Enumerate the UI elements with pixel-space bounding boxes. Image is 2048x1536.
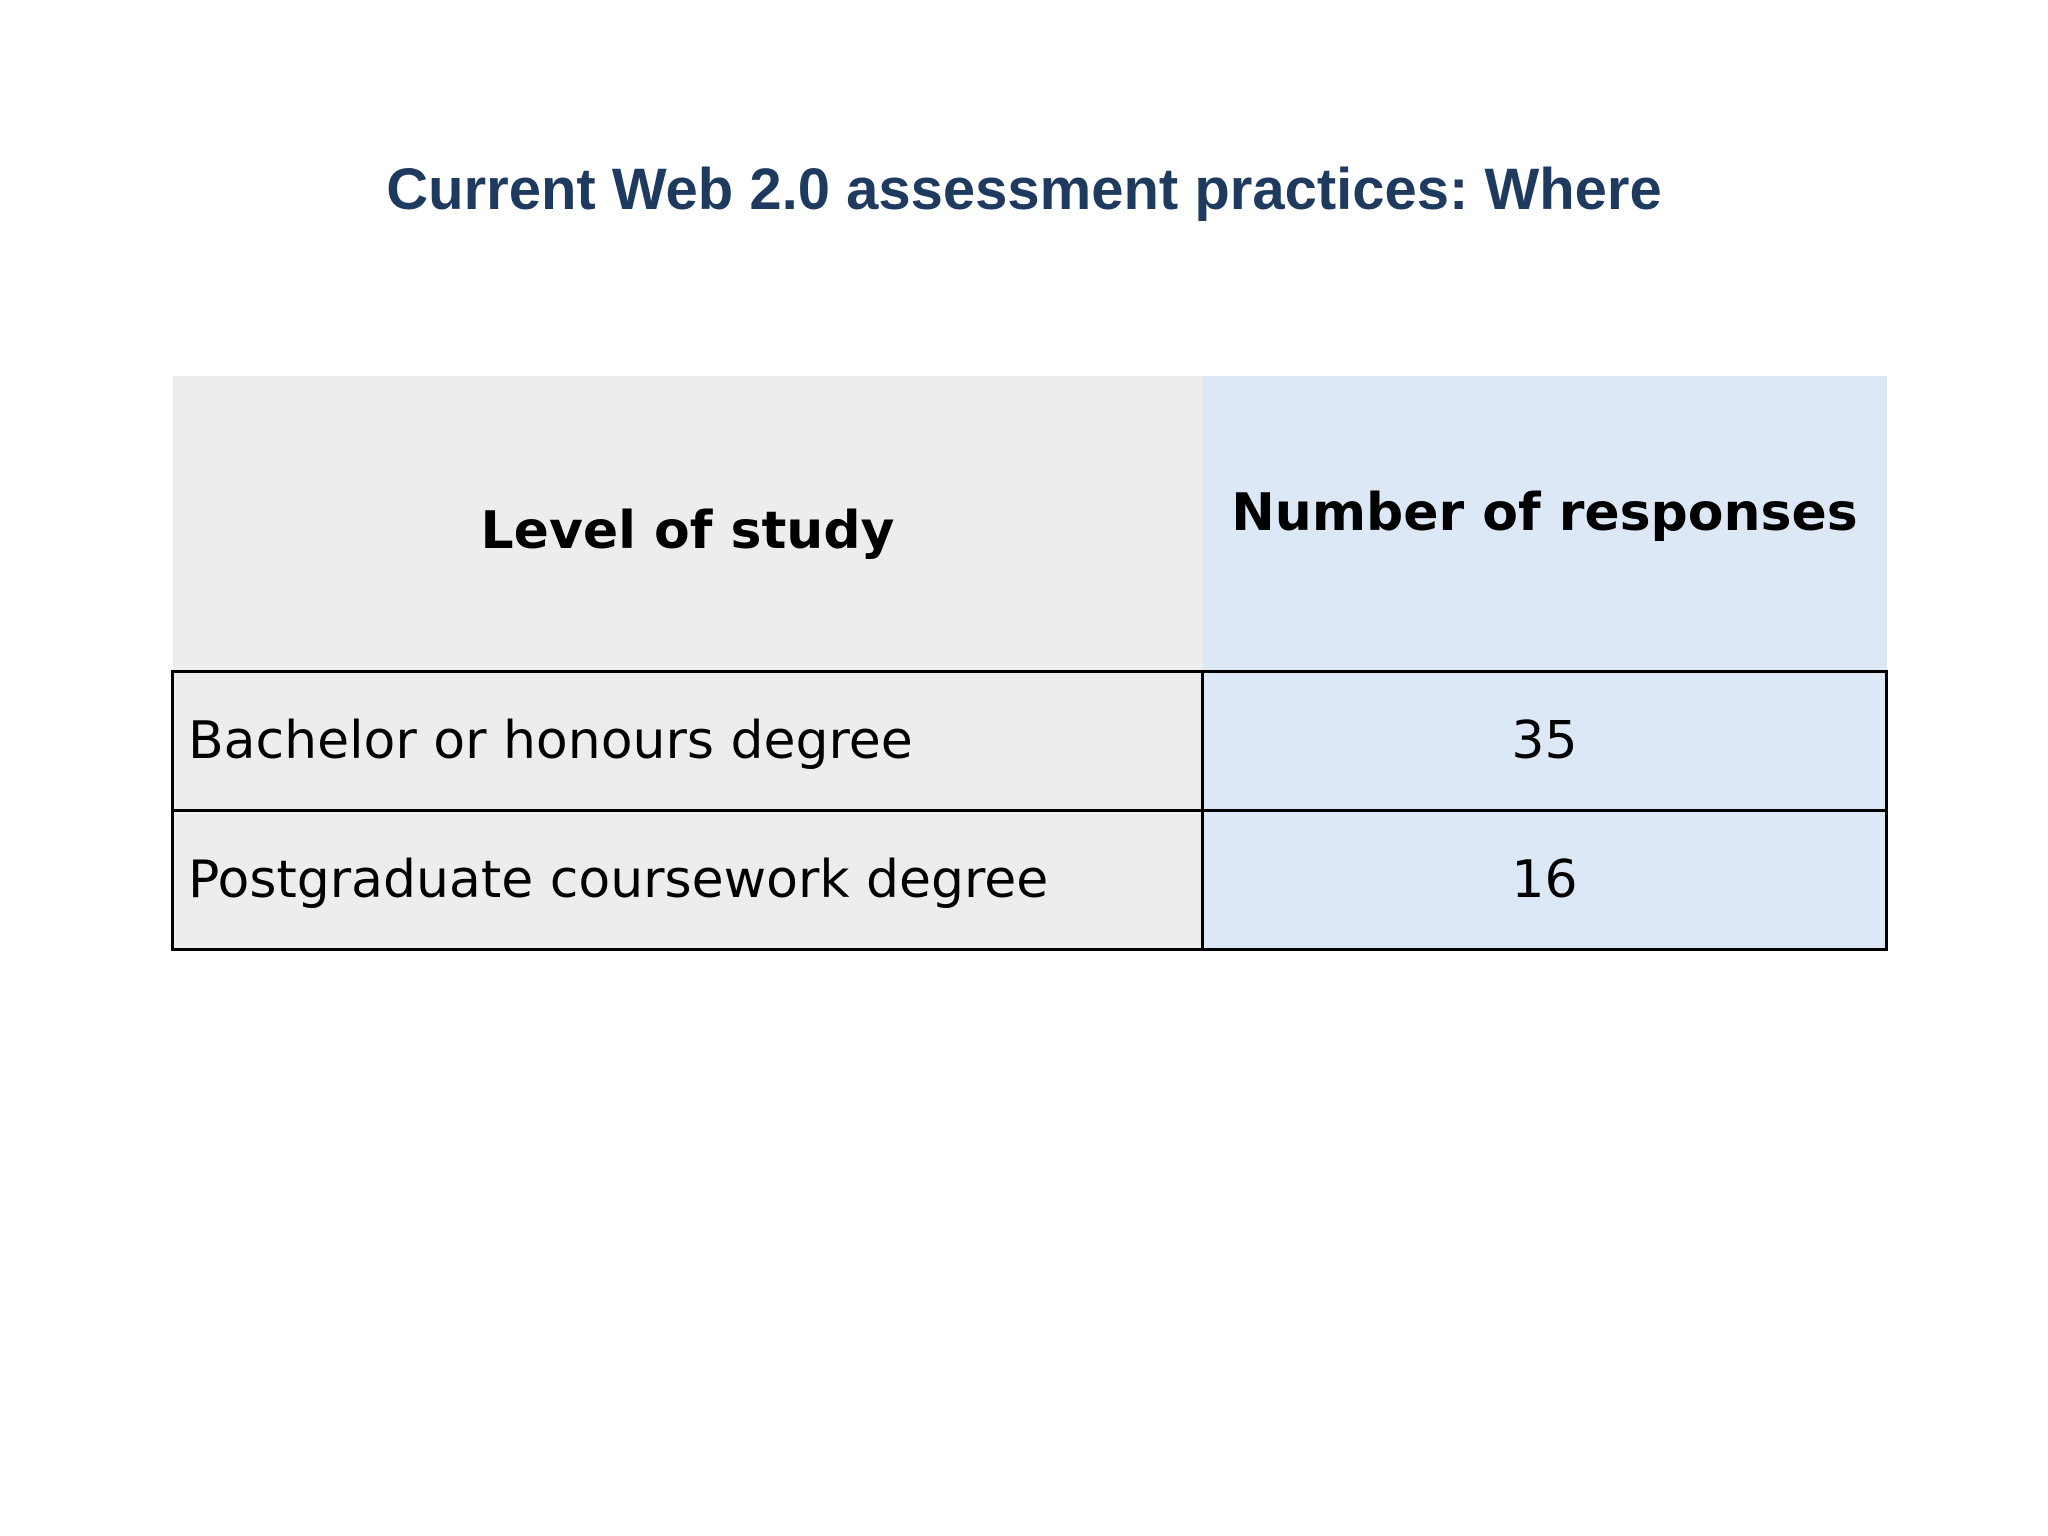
header-number-of-responses: Number of responses: [1202, 376, 1887, 672]
cell-number-of-responses: 35: [1201, 670, 1888, 812]
cell-level-of-study: Postgraduate coursework degree: [171, 809, 1204, 951]
table-header-row: Level of study Number of responses: [172, 376, 1887, 672]
slide-title: Current Web 2.0 assessment practices: Wh…: [386, 157, 1662, 222]
cell-number-of-responses: 16: [1201, 809, 1888, 951]
responses-table: Level of study Number of responses Bache…: [171, 376, 1888, 951]
header-level-of-study: Level of study: [172, 376, 1203, 672]
table-row: Postgraduate coursework degree 16: [171, 809, 1888, 951]
table-row: Bachelor or honours degree 35: [171, 670, 1888, 812]
cell-level-of-study: Bachelor or honours degree: [171, 670, 1204, 812]
